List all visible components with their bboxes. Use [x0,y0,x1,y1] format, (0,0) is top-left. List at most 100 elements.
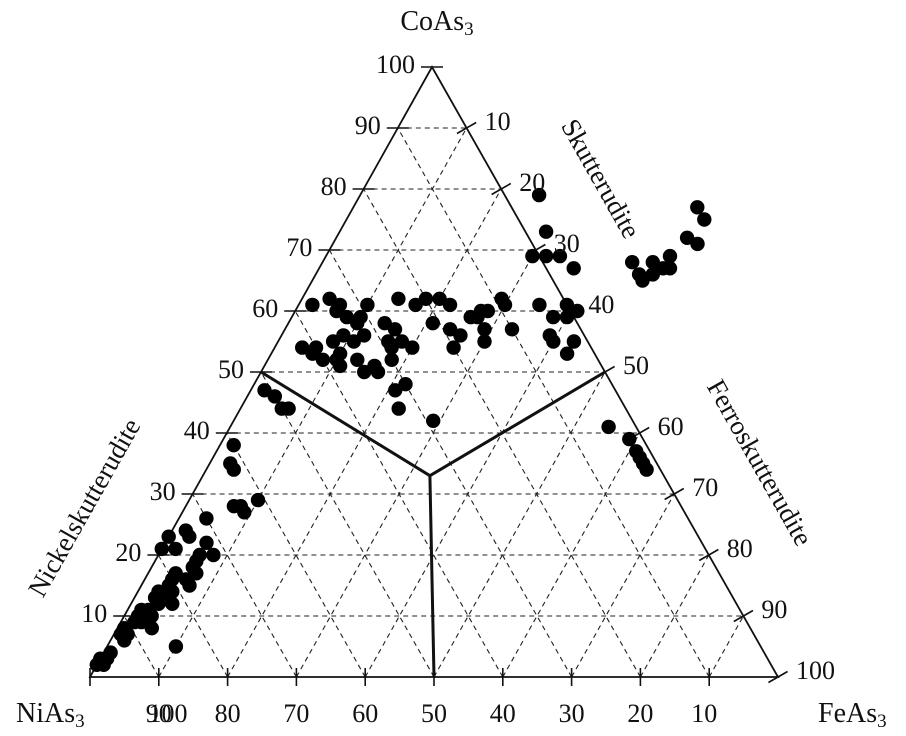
data-point [697,212,712,227]
data-point [532,297,547,313]
vertex-label-feas3: FeAs3 [818,698,887,732]
data-point [165,596,180,611]
tick-mark [733,609,754,623]
data-point [134,614,149,630]
data-point [662,248,678,264]
data-point [199,535,214,550]
field-label-nickelskutterudite: Nickelskutterudite [22,413,146,601]
data-point [370,364,386,380]
data-point [350,352,365,367]
data-point [387,322,403,337]
tick-mark [698,548,719,562]
data-point [601,419,616,435]
data-point [305,297,320,313]
data-point [336,328,351,343]
left-tick-label: 80 [321,172,347,201]
field-label-skutterudite: Skutterudite [555,114,646,244]
data-point [546,309,561,325]
data-point [144,621,159,636]
data-point [384,352,399,367]
data-point [531,187,547,203]
bottom-tick-label: 60 [352,699,378,728]
left-tick-label: 70 [286,233,312,262]
data-point [168,541,183,557]
data-point [161,529,176,544]
grid-line-nias3 [260,371,435,678]
data-point [453,328,468,343]
grid-line-nias3 [226,432,366,678]
tick-mark [768,670,788,684]
bottom-tick-label: 90 [146,699,172,728]
data-point [96,657,111,672]
grid-line-feas3 [364,310,571,678]
data-point [360,297,375,313]
left-tick-label: 50 [218,355,244,384]
data-point [542,328,557,343]
left-tick-label: 20 [115,538,141,567]
data-point [504,322,520,337]
grid-line-nias3 [294,310,504,678]
bottom-tick-label: 30 [559,699,585,728]
data-point [432,291,447,306]
data-point [281,401,296,416]
data-point [357,364,372,380]
left-tick-label: 30 [150,477,176,506]
data-point [117,633,132,648]
right-tick-label: 60 [658,412,684,441]
data-point [625,255,640,270]
data-point [635,273,650,288]
right-tick-label: 80 [727,534,753,563]
data-point [226,499,242,514]
data-point [226,438,241,453]
data-point [391,291,406,306]
data-point [538,224,554,239]
data-point [480,303,495,319]
tick-mark [491,182,512,196]
right-tick-label: 20 [519,168,545,197]
grid-line-feas3 [708,615,744,678]
data-point [384,340,399,355]
vertex-label-coas3: CoAs3 [400,6,473,40]
right-tick-label: 10 [485,107,511,136]
grid-line-feas3 [502,432,641,678]
field-boundary-line [429,370,606,477]
tick-mark [595,365,615,379]
bottom-tick-label: 70 [283,699,309,728]
data-point [525,248,540,264]
right-tick-label: 30 [554,229,580,258]
data-point [388,383,403,398]
data-point [391,401,406,416]
data-point [566,334,582,349]
data-point [305,346,320,361]
tick-mark [456,121,477,135]
data-point [315,352,331,367]
data-point [405,340,420,355]
grid-line-feas3 [295,249,537,678]
data-point [178,523,193,538]
axis-ticks [89,66,788,686]
data-point [442,297,458,313]
data-point [477,322,492,337]
data-point [477,334,492,349]
field-boundary-line [260,370,431,477]
bottom-tick-label: 10 [691,699,717,728]
data-point [182,578,197,593]
data-point [199,511,214,526]
data-point [559,309,575,325]
bottom-tick-label: 80 [215,699,241,728]
data-point [237,505,252,520]
right-tick-label: 90 [761,595,787,624]
data-point [446,340,461,355]
data-point [168,639,184,654]
data-point [332,346,348,361]
data-point [226,462,241,477]
data-point [426,413,441,428]
grid-line-feas3 [433,371,606,678]
data-point [622,431,637,447]
data-point [497,297,513,313]
data-point [250,492,266,508]
vertex-label-nias3: NiAs3 [16,698,85,732]
bottom-tick-label: 50 [421,699,447,728]
data-point [332,358,348,374]
data-point [538,248,554,264]
